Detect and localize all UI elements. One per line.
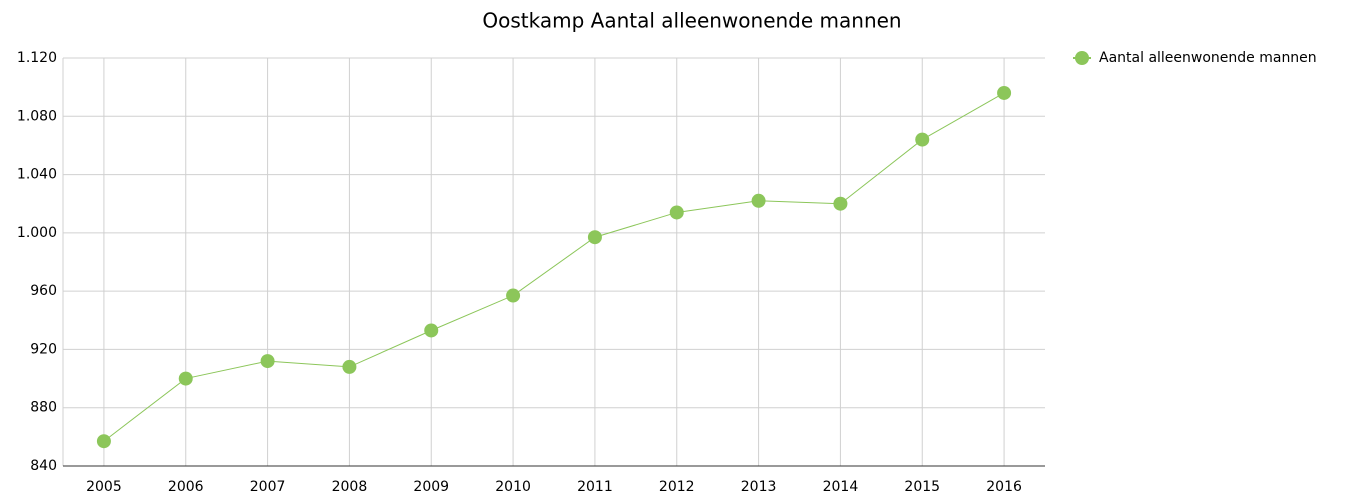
y-tick-label: 880: [30, 400, 57, 416]
x-tick-label: 2016: [986, 479, 1022, 495]
x-tick-label: 2010: [495, 479, 531, 495]
x-tick-label: 2013: [741, 479, 777, 495]
y-tick-label: 920: [30, 341, 57, 357]
series-line: [103, 92, 1005, 442]
chart-title: Oostkamp Aantal alleenwonende mannen: [482, 9, 901, 33]
x-tick-label: 2008: [332, 479, 368, 495]
y-tick-label: 960: [30, 283, 57, 299]
data-point: [342, 359, 357, 374]
y-tick-label: 1.120: [17, 50, 57, 66]
data-point: [833, 196, 848, 211]
data-point: [915, 132, 930, 147]
legend-marker: [1075, 51, 1089, 65]
x-tick-label: 2007: [250, 479, 286, 495]
x-tick-label: 2011: [577, 479, 613, 495]
data-point: [424, 323, 439, 338]
x-tick-label: 2009: [413, 479, 449, 495]
data-point: [997, 85, 1012, 100]
data-point: [260, 354, 275, 369]
legend-label: Aantal alleenwonende mannen: [1099, 50, 1317, 66]
x-tick-label: 2005: [86, 479, 122, 495]
data-point: [751, 193, 766, 208]
y-tick-label: 1.040: [17, 167, 57, 183]
x-tick-label: 2014: [823, 479, 859, 495]
x-tick-label: 2015: [904, 479, 940, 495]
data-point: [669, 205, 684, 220]
data-point: [506, 288, 521, 303]
y-tick-label: 840: [30, 458, 57, 474]
data-point: [178, 371, 193, 386]
x-tick-label: 2012: [659, 479, 695, 495]
y-tick-label: 1.000: [17, 225, 57, 241]
data-point: [587, 230, 602, 245]
y-tick-label: 1.080: [17, 108, 57, 124]
data-point: [96, 434, 111, 449]
x-tick-label: 2006: [168, 479, 204, 495]
